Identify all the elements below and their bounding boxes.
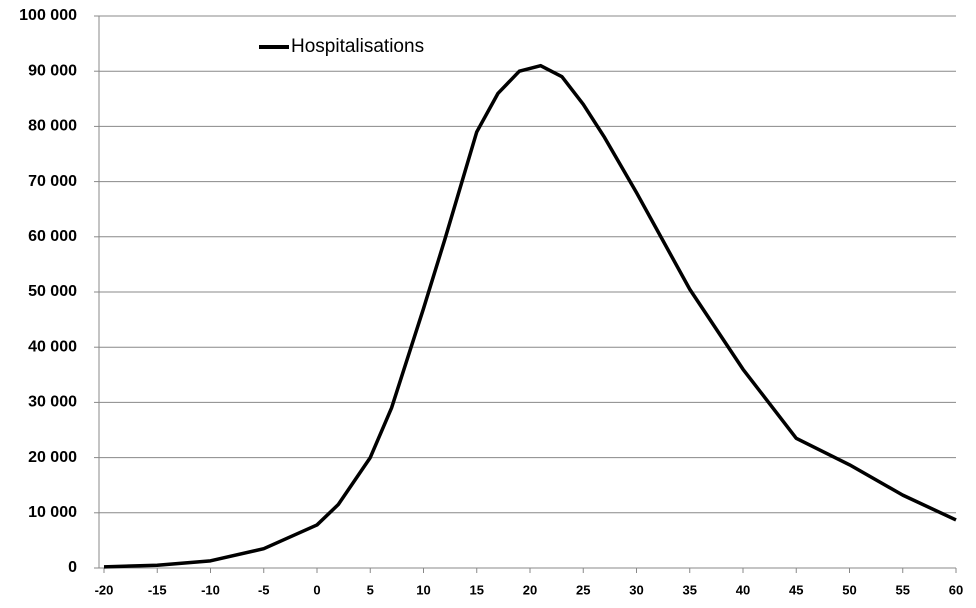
x-tick-label: 35	[683, 582, 697, 597]
x-tick-label: 0	[313, 582, 320, 597]
x-tick-label: 55	[896, 582, 910, 597]
y-tick-label: 50 000	[28, 283, 77, 300]
y-tick-label: 30 000	[28, 394, 77, 411]
x-tick-label: -20	[95, 582, 114, 597]
y-tick-label: 10 000	[28, 504, 77, 521]
x-tick-label: -15	[148, 582, 167, 597]
y-tick-label: 20 000	[28, 449, 77, 466]
x-tick-label: 50	[842, 582, 856, 597]
data-line	[103, 63, 957, 569]
y-tick-label: 70 000	[28, 173, 77, 190]
x-tick-label: 40	[736, 582, 750, 597]
x-tick-label: 5	[367, 582, 374, 597]
legend-label: Hospitalisations	[291, 36, 424, 57]
x-tick-label: -5	[258, 582, 270, 597]
x-tick-label: 20	[523, 582, 537, 597]
x-tick-label: 45	[789, 582, 803, 597]
x-tick-label: 15	[470, 582, 484, 597]
y-tick-label: 80 000	[28, 118, 77, 135]
x-tick-label: 60	[949, 582, 963, 597]
y-tick-label: 60 000	[28, 228, 77, 245]
x-tick-label: -10	[201, 582, 220, 597]
x-tick-label: 30	[629, 582, 643, 597]
x-tick-label: 10	[416, 582, 430, 597]
y-tick-label: 90 000	[28, 62, 77, 79]
x-tick-label: 25	[576, 582, 590, 597]
y-tick-label: 0	[68, 559, 77, 576]
y-tick-label: 40 000	[28, 338, 77, 355]
y-tick-label: 100 000	[19, 7, 77, 24]
